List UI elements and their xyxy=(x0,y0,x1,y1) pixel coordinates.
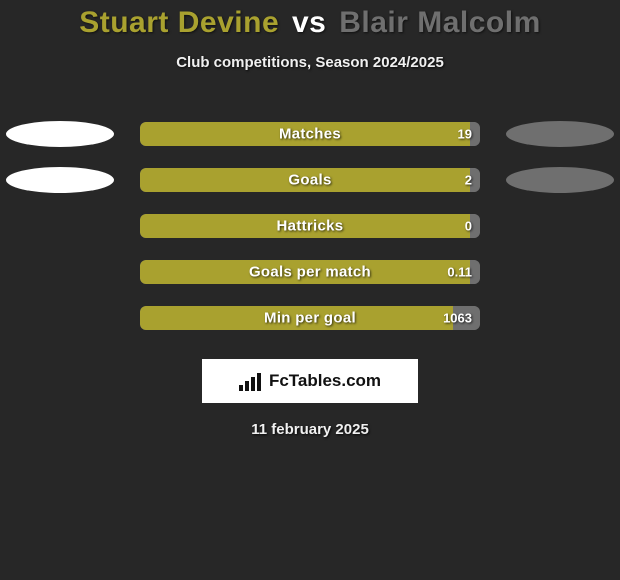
stat-bar: Min per goal1063 xyxy=(140,306,480,330)
player2-ellipse xyxy=(506,167,614,193)
stat-label: Goals xyxy=(140,172,480,189)
subtitle: Club competitions, Season 2024/2025 xyxy=(0,54,620,71)
brand-text: FcTables.com xyxy=(269,371,381,391)
stat-bar: Goals per match0.11 xyxy=(140,260,480,284)
bar-chart-icon xyxy=(239,371,263,391)
stat-value-right: 0 xyxy=(465,219,472,234)
stat-row: Goals2 xyxy=(0,157,620,203)
title-vs: vs xyxy=(292,6,326,39)
stat-row: Hattricks0 xyxy=(0,203,620,249)
stat-value-right: 2 xyxy=(465,173,472,188)
player1-ellipse xyxy=(6,121,114,147)
stat-rows: Matches19 Goals2 Hattricks0 Goals per match… xyxy=(0,111,620,341)
stat-label: Hattricks xyxy=(140,218,480,235)
date-label: 11 february 2025 xyxy=(0,421,620,438)
title-player1: Stuart Devine xyxy=(79,6,279,39)
comparison-card: Stuart Devine vs Blair Malcolm Club comp… xyxy=(0,0,620,438)
stat-row: Goals per match0.11 xyxy=(0,249,620,295)
stat-value-right: 0.11 xyxy=(447,265,472,280)
stat-row: Matches19 xyxy=(0,111,620,157)
stat-bar: Goals2 xyxy=(140,168,480,192)
stat-label: Matches xyxy=(140,126,480,143)
brand-badge[interactable]: FcTables.com xyxy=(202,359,418,403)
stat-bar: Matches19 xyxy=(140,122,480,146)
title-player2: Blair Malcolm xyxy=(339,6,541,39)
stat-label: Goals per match xyxy=(140,264,480,281)
stat-label: Min per goal xyxy=(140,310,480,327)
player1-ellipse xyxy=(6,167,114,193)
stat-value-right: 19 xyxy=(458,127,472,142)
page-title: Stuart Devine vs Blair Malcolm xyxy=(0,6,620,40)
stat-value-right: 1063 xyxy=(443,311,472,326)
stat-row: Min per goal1063 xyxy=(0,295,620,341)
player2-ellipse xyxy=(506,121,614,147)
stat-bar: Hattricks0 xyxy=(140,214,480,238)
